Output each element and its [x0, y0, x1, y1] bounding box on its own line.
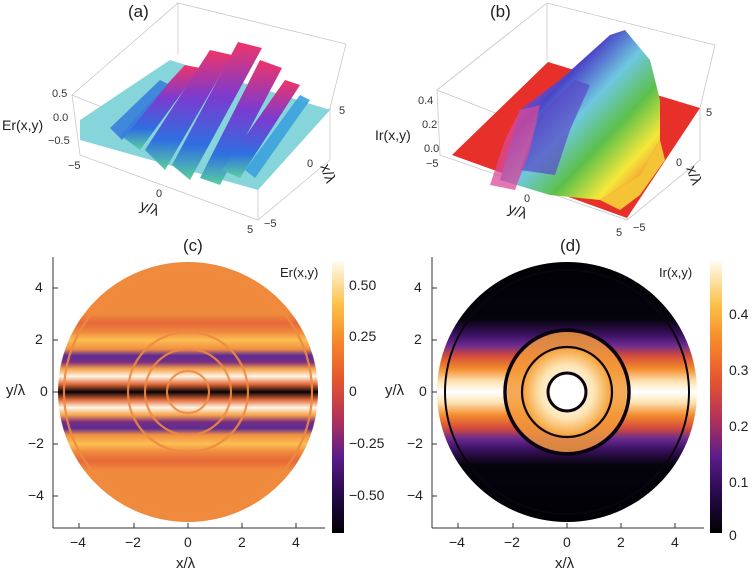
panel-c-colorbar-title: Er(x,y)	[280, 265, 319, 280]
panel-c-cbtick: 0	[349, 383, 357, 399]
panel-d-xlabel: x/λ	[555, 555, 575, 572]
panel-b-ytick: 5	[616, 227, 623, 239]
panel-d-xtick: 4	[671, 534, 679, 550]
panel-d-ylabel: y/λ	[385, 382, 405, 399]
panel-b-surface-plot	[436, 2, 716, 221]
panel-d-ytick: 4	[414, 279, 422, 295]
panel-a-ytick: −5	[68, 160, 81, 172]
panel-a-ytick: 0	[156, 188, 163, 200]
panel-c-cbtick: 0.50	[349, 277, 377, 293]
panel-c-xtick: 4	[292, 534, 300, 550]
panel-d-colorbar-title: Ir(x,y)	[659, 265, 693, 280]
panel-d-xtick: −2	[504, 534, 520, 550]
panel-c-cbtick: −0.50	[349, 487, 385, 503]
panel-c-ytick: 0	[40, 383, 48, 399]
panel-d-cbtick: 0.2	[729, 418, 749, 434]
panel-c-ytick: −4	[28, 487, 44, 503]
panel-c-cbtick: −0.25	[349, 435, 385, 451]
panel-c-cbtick: 0.25	[349, 328, 377, 344]
panel-a-ytick: 5	[247, 224, 254, 236]
panel-c-ytick: 2	[35, 331, 43, 347]
panel-a-xtick: 0	[307, 158, 314, 170]
panel-c-heatmap	[52, 257, 344, 533]
panel-c-ytick: −2	[28, 435, 44, 451]
panel-d-cbtick: 0.3	[729, 362, 749, 378]
panel-d-cbtick: 0.1	[729, 474, 749, 490]
panel-d-label: (d)	[560, 236, 581, 255]
panel-b-xtick: 0	[676, 157, 683, 169]
panel-b-xtick: 5	[706, 107, 713, 119]
panel-b-label: (b)	[490, 2, 511, 21]
panel-d-cbtick: 0	[729, 527, 737, 543]
colorbar-d	[710, 261, 722, 533]
panel-c-xtick: −2	[125, 534, 141, 550]
panel-a-label: (a)	[128, 2, 149, 21]
panel-c-ytick: 4	[35, 279, 43, 295]
panel-b-ztick: 0.2	[422, 119, 438, 131]
panel-d-xtick: 0	[563, 534, 571, 550]
panel-b-ztick: 0.0	[424, 143, 440, 155]
panel-b-ztick: 0.4	[418, 95, 434, 107]
panel-b-zlabel: Ir(x,y)	[375, 127, 411, 143]
panel-a-ztick: 0.0	[53, 112, 69, 124]
panel-d-ytick: 2	[414, 331, 422, 347]
panel-d-cbtick: 0.4	[729, 306, 749, 322]
panel-b-ytick: −5	[426, 158, 439, 170]
panel-a-xtick: −5	[264, 218, 277, 230]
panel-a-zlabel: Er(x,y)	[2, 117, 44, 133]
panel-b-xtick: −5	[633, 222, 646, 234]
panel-a-ztick: 0.5	[52, 88, 68, 100]
panel-a-ztick: −0.5	[48, 135, 70, 147]
panel-c-xtick: 0	[184, 534, 192, 550]
panel-c-label: (c)	[183, 236, 203, 255]
panel-d-xtick: 2	[617, 534, 625, 550]
panel-b-ytick: 0	[524, 193, 531, 205]
panel-d-ytick: −4	[407, 487, 423, 503]
panel-c-xlabel: x/λ	[176, 555, 196, 572]
panel-c-ylabel: y/λ	[6, 382, 26, 399]
panel-a-xtick: 5	[339, 105, 346, 117]
panel-a-surface-plot	[71, 2, 347, 221]
panel-c-xtick: −4	[70, 534, 86, 550]
panel-d-xtick: −4	[449, 534, 465, 550]
panel-d-ytick: −2	[407, 435, 423, 451]
panel-d-ytick: 0	[419, 383, 427, 399]
panel-d-heatmap	[431, 257, 722, 533]
panel-c-xtick: 2	[238, 534, 246, 550]
colorbar-c	[332, 261, 344, 533]
